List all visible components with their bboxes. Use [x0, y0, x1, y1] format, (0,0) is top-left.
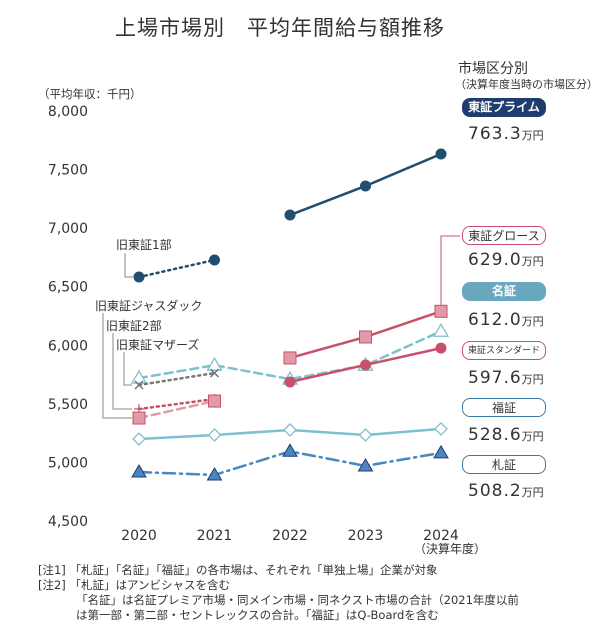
note-2-cont-1: 「名証」は名証プレミア市場・同メイン市場・同ネクスト市場の合計（2021年度以前 — [76, 593, 519, 607]
data-point — [283, 423, 297, 437]
data-point — [283, 351, 297, 365]
legend-value-fukuoka: 528.6万円 — [468, 425, 544, 445]
x-tick-label: 2023 — [348, 528, 384, 544]
y-axis-label: （平均年収：千円） — [38, 87, 142, 101]
data-point — [357, 457, 374, 472]
legend-badge-nagoya: 名証 — [462, 282, 546, 301]
annotation-leader-line — [123, 352, 132, 386]
data-point — [132, 411, 146, 425]
data-point — [209, 368, 220, 378]
y-tick-label: 6,500 — [48, 280, 88, 296]
y-tick-label: 4,500 — [48, 514, 88, 530]
data-point — [207, 428, 222, 442]
data-point — [434, 422, 448, 436]
data-point — [433, 444, 449, 459]
annotation-leader-line — [124, 253, 133, 278]
series-東証スタンダード — [284, 342, 447, 388]
x-tick-label: 2021 — [197, 528, 233, 544]
x-tick-label: 2024 — [423, 528, 459, 544]
data-point — [360, 359, 371, 371]
data-point — [206, 466, 223, 481]
legend-value-growth: 629.0万円 — [468, 250, 544, 270]
x-axis-label: （決算年度） — [414, 542, 487, 556]
data-point — [133, 271, 145, 283]
data-point — [360, 180, 371, 192]
data-point — [359, 330, 372, 344]
data-point — [284, 209, 296, 221]
data-point — [435, 148, 447, 160]
legend-subheading: （決算年度当時の市場区分） — [455, 78, 598, 91]
series-東証プライム — [284, 148, 447, 221]
data-point — [282, 443, 298, 457]
legend-badge-prime: 東証プライム — [462, 98, 546, 117]
legend-value-nagoya: 612.0万円 — [468, 310, 544, 330]
legend-value-standard: 597.6万円 — [468, 368, 544, 388]
data-point — [131, 464, 147, 478]
legend-badge-standard: 東証スタンダード — [462, 341, 546, 360]
legend-badge-fukuoka: 福証 — [462, 398, 546, 417]
chart-title: 上場市場別 平均年間給与額推移 — [115, 16, 445, 40]
note-2: [注2] 「札証」はアンビシャスを含む — [38, 578, 230, 592]
legend-badge-sapporo: 札証 — [462, 455, 546, 474]
annotation-leader-line — [102, 313, 132, 419]
legend-connector-line — [440, 235, 460, 305]
note-2-cont-2: は第一部・第二部・セントレックスの合計。「福証」はQ-Boardを含む — [76, 608, 439, 622]
y-tick-label: 7,000 — [48, 221, 88, 237]
annotation-old-tse2: 旧東証2部 — [106, 319, 162, 333]
series-line — [137, 329, 443, 381]
data-point — [358, 428, 373, 442]
x-tick-label: 2020 — [121, 528, 157, 544]
data-point — [432, 322, 450, 337]
series-line — [137, 397, 216, 411]
y-tick-label: 5,000 — [48, 455, 88, 471]
data-point — [130, 369, 148, 384]
data-point — [134, 380, 144, 390]
legend-value-sapporo: 508.2万円 — [468, 481, 544, 501]
y-tick-label: 5,500 — [48, 397, 88, 413]
legend-badge-growth: 東証グロース — [462, 226, 546, 245]
series-福証 — [132, 422, 448, 446]
series-旧東証1部 — [133, 254, 220, 283]
data-point — [132, 432, 146, 446]
y-tick-label: 6,000 — [48, 338, 88, 354]
series-line — [137, 258, 216, 279]
data-point — [434, 304, 448, 318]
data-point — [209, 254, 220, 266]
series-line — [137, 371, 216, 387]
legend-value-prime: 763.3万円 — [468, 124, 544, 144]
series-旧東証ジャスダック — [132, 394, 221, 425]
data-point — [435, 342, 447, 354]
note-1: [注1] 「札証」「名証」「福証」の各市場は、それぞれ「単独上場」企業が対象 — [38, 563, 438, 577]
y-tick-label: 7,500 — [48, 163, 88, 179]
series-line — [137, 399, 216, 420]
legend-heading: 市場区分別 — [458, 61, 528, 77]
series-旧東証マザーズ — [134, 368, 220, 390]
annotation-leader-line — [112, 333, 132, 410]
annotation-old-jasdaq: 旧東証ジャスダック — [95, 299, 203, 313]
series-東証グロース — [283, 304, 448, 365]
data-point — [284, 376, 296, 388]
series-札証 — [131, 443, 449, 481]
data-point — [206, 356, 223, 371]
x-tick-label: 2022 — [272, 528, 308, 544]
y-tick-label: 8,000 — [48, 104, 88, 120]
annotation-old-mothers: 旧東証マザーズ — [116, 338, 200, 352]
data-point — [208, 394, 221, 408]
annotation-old-tse1: 旧東証1部 — [116, 238, 172, 252]
